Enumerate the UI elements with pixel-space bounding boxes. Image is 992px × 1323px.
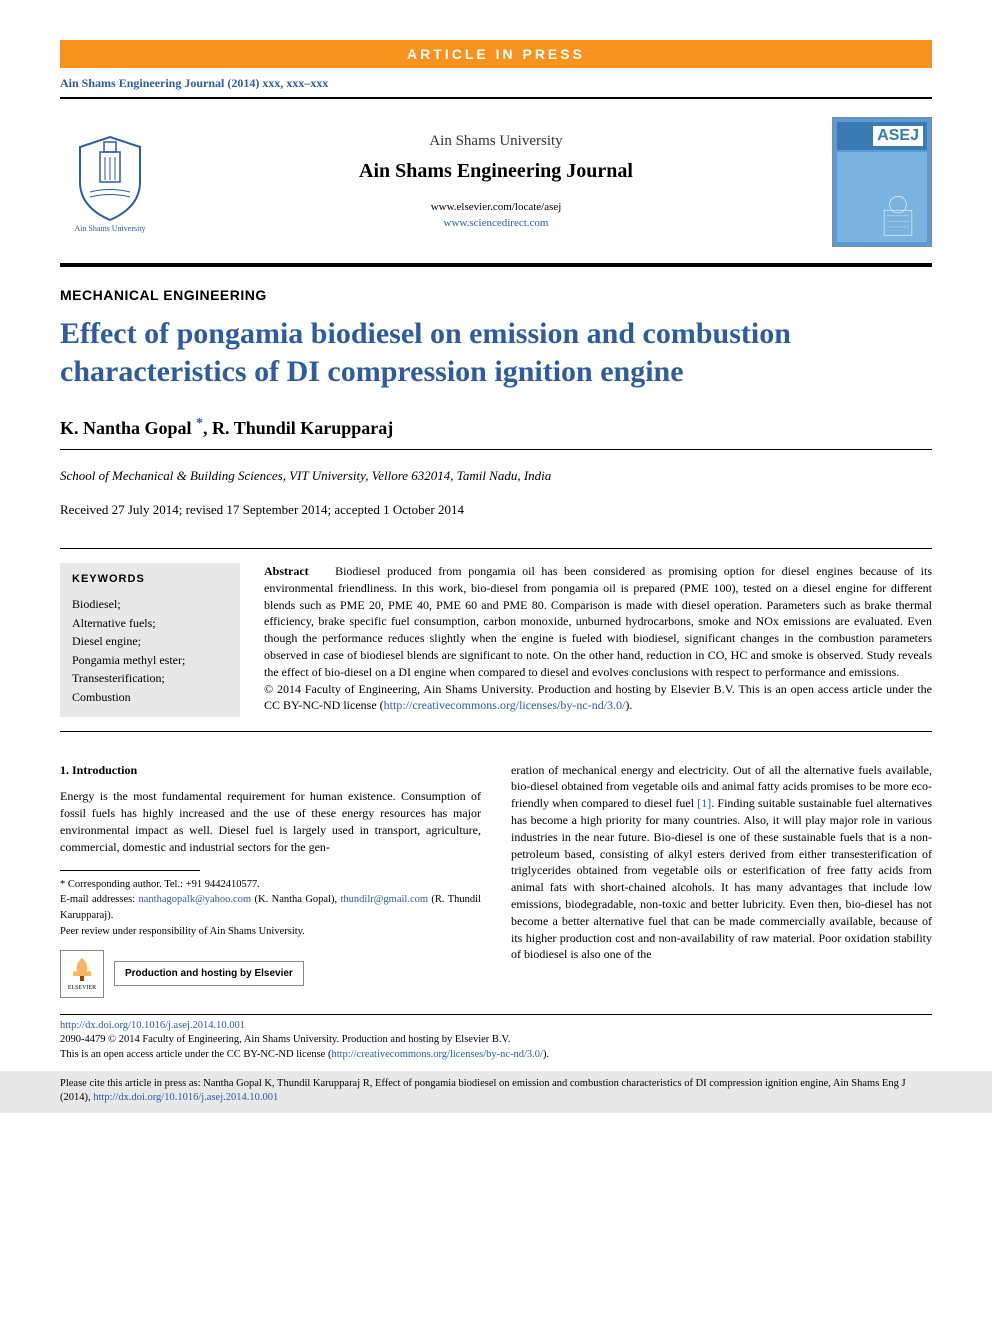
email-line: E-mail addresses: nanthagopalk@yahoo.com… bbox=[60, 892, 481, 924]
keywords-list: Biodiesel; Alternative fuels; Diesel eng… bbox=[72, 595, 228, 707]
hosting-box: ELSEVIER Production and hosting by Elsev… bbox=[60, 950, 481, 998]
tree-icon bbox=[67, 954, 97, 984]
column-left: 1. Introduction Energy is the most funda… bbox=[60, 762, 481, 998]
license-link[interactable]: http://creativecommons.org/licenses/by-n… bbox=[331, 1049, 543, 1060]
email-link-1[interactable]: nanthagopalk@yahoo.com bbox=[139, 894, 252, 905]
cite-doi-link[interactable]: http://dx.doi.org/10.1016/j.asej.2014.10… bbox=[93, 1092, 278, 1103]
elsevier-label: ELSEVIER bbox=[68, 984, 96, 993]
page-footer: http://dx.doi.org/10.1016/j.asej.2014.10… bbox=[60, 1014, 932, 1063]
email-link-2[interactable]: thundilr@gmail.com bbox=[341, 894, 429, 905]
abstract-label: Abstract bbox=[264, 564, 309, 578]
header-center: Ain Shams University Ain Shams Engineeri… bbox=[160, 133, 832, 232]
author-1: K. Nantha Gopal bbox=[60, 418, 192, 438]
keyword: Diesel engine; bbox=[72, 632, 228, 651]
corresponding-author: * Corresponding author. Tel.: +91 944241… bbox=[60, 877, 481, 893]
abstract-column: Abstract Biodiesel produced from pongami… bbox=[264, 563, 932, 717]
elsevier-logo: ELSEVIER bbox=[60, 950, 104, 998]
logo-caption: Ain Shams University bbox=[74, 224, 145, 233]
author-2: R. Thundil Karupparaj bbox=[212, 418, 393, 438]
column-right: eration of mechanical energy and electri… bbox=[511, 762, 932, 998]
university-name: Ain Shams University bbox=[160, 133, 832, 150]
divider-thick bbox=[60, 263, 932, 267]
keywords-box: KEYWORDS Biodiesel; Alternative fuels; D… bbox=[60, 563, 240, 717]
issn-line: 2090-4479 © 2014 Faculty of Engineering,… bbox=[60, 1033, 932, 1048]
article-in-press-banner: ARTICLE IN PRESS bbox=[60, 40, 932, 68]
keyword: Pongamia methyl ester; bbox=[72, 651, 228, 670]
building-icon bbox=[873, 188, 923, 238]
keyword: Biodiesel; bbox=[72, 595, 228, 614]
elsevier-link[interactable]: www.elsevier.com/locate/asej bbox=[160, 199, 832, 216]
divider bbox=[60, 97, 932, 99]
keyword: Alternative fuels; bbox=[72, 614, 228, 633]
authors: K. Nantha Gopal *, R. Thundil Karupparaj bbox=[60, 416, 932, 439]
section-label: MECHANICAL ENGINEERING bbox=[60, 287, 932, 303]
article-title: Effect of pongamia biodiesel on emission… bbox=[60, 315, 932, 390]
sciencedirect-link[interactable]: www.sciencedirect.com bbox=[160, 215, 832, 232]
divider bbox=[60, 449, 932, 450]
keywords-title: KEYWORDS bbox=[72, 573, 228, 585]
abstract-text: Abstract Biodiesel produced from pongami… bbox=[264, 563, 932, 714]
intro-para-1: Energy is the most fundamental requireme… bbox=[60, 788, 481, 855]
affiliation: School of Mechanical & Building Sciences… bbox=[60, 468, 932, 484]
license-line: This is an open access article under the… bbox=[60, 1048, 932, 1063]
intro-heading: 1. Introduction bbox=[60, 762, 481, 779]
article-dates: Received 27 July 2014; revised 17 Septem… bbox=[60, 502, 932, 518]
footnote-divider bbox=[60, 870, 200, 871]
corresponding-marker: * bbox=[196, 416, 203, 431]
keyword: Combustion bbox=[72, 688, 228, 707]
cite-box: Please cite this article in press as: Na… bbox=[0, 1071, 992, 1113]
abstract-close: ). bbox=[625, 698, 632, 712]
shield-icon bbox=[70, 132, 150, 222]
citation-line: Ain Shams Engineering Journal (2014) xxx… bbox=[60, 74, 932, 93]
intro-para-2: eration of mechanical energy and electri… bbox=[511, 762, 932, 964]
header-links: www.elsevier.com/locate/asej www.science… bbox=[160, 199, 832, 232]
abstract-body: Biodiesel produced from pongamia oil has… bbox=[264, 564, 932, 679]
doi-link[interactable]: http://dx.doi.org/10.1016/j.asej.2014.10… bbox=[60, 1019, 932, 1034]
keyword: Transesterification; bbox=[72, 669, 228, 688]
abstract-block: KEYWORDS Biodiesel; Alternative fuels; D… bbox=[60, 548, 932, 732]
asej-label: ASEJ bbox=[873, 126, 923, 146]
license-link[interactable]: http://creativecommons.org/licenses/by-n… bbox=[384, 698, 626, 712]
hosting-label: Production and hosting by Elsevier bbox=[114, 961, 304, 986]
reference-link[interactable]: [1] bbox=[697, 796, 711, 810]
university-logo: Ain Shams University bbox=[60, 122, 160, 242]
journal-header: Ain Shams University Ain Shams Universit… bbox=[60, 107, 932, 259]
footnote-block: * Corresponding author. Tel.: +91 944241… bbox=[60, 877, 481, 998]
peer-review: Peer review under responsibility of Ain … bbox=[60, 924, 481, 940]
journal-name: Ain Shams Engineering Journal bbox=[160, 160, 832, 183]
body-columns: 1. Introduction Energy is the most funda… bbox=[60, 762, 932, 998]
journal-cover: ASEJ bbox=[832, 117, 932, 247]
